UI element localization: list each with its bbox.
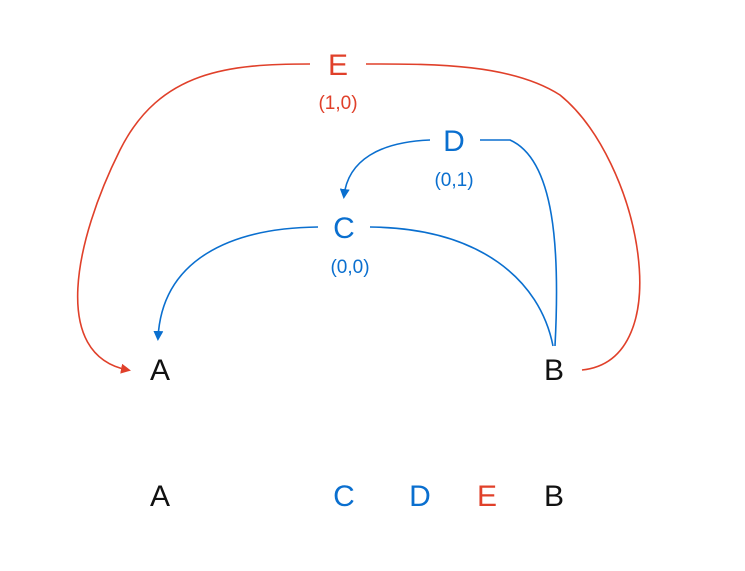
bottom-item-c: C xyxy=(333,480,355,513)
node-e-coord: (1,0) xyxy=(318,93,357,114)
edge-b-via-c-to-a xyxy=(369,226,554,347)
bottom-item-a: A xyxy=(150,480,170,513)
bottom-item-e: E xyxy=(477,480,497,513)
bottom-item-d: D xyxy=(409,480,431,513)
node-b-label: B xyxy=(544,354,564,387)
edge-b-via-d xyxy=(480,139,558,347)
bottom-order-row: A C D E B xyxy=(150,480,564,513)
node-d-coord: (0,1) xyxy=(434,170,473,191)
edge-c-to-a xyxy=(153,226,319,341)
node-e-label: E xyxy=(328,49,348,82)
node-c-coord: (0,0) xyxy=(330,257,369,278)
node-c-label: C xyxy=(333,212,355,245)
edge-e-to-a xyxy=(76,63,311,374)
node-d-label: D xyxy=(443,125,465,158)
bottom-item-b: B xyxy=(544,480,564,513)
edge-d-to-c xyxy=(339,139,431,199)
node-a-label: A xyxy=(150,354,170,387)
edge-b-via-e xyxy=(365,63,641,371)
